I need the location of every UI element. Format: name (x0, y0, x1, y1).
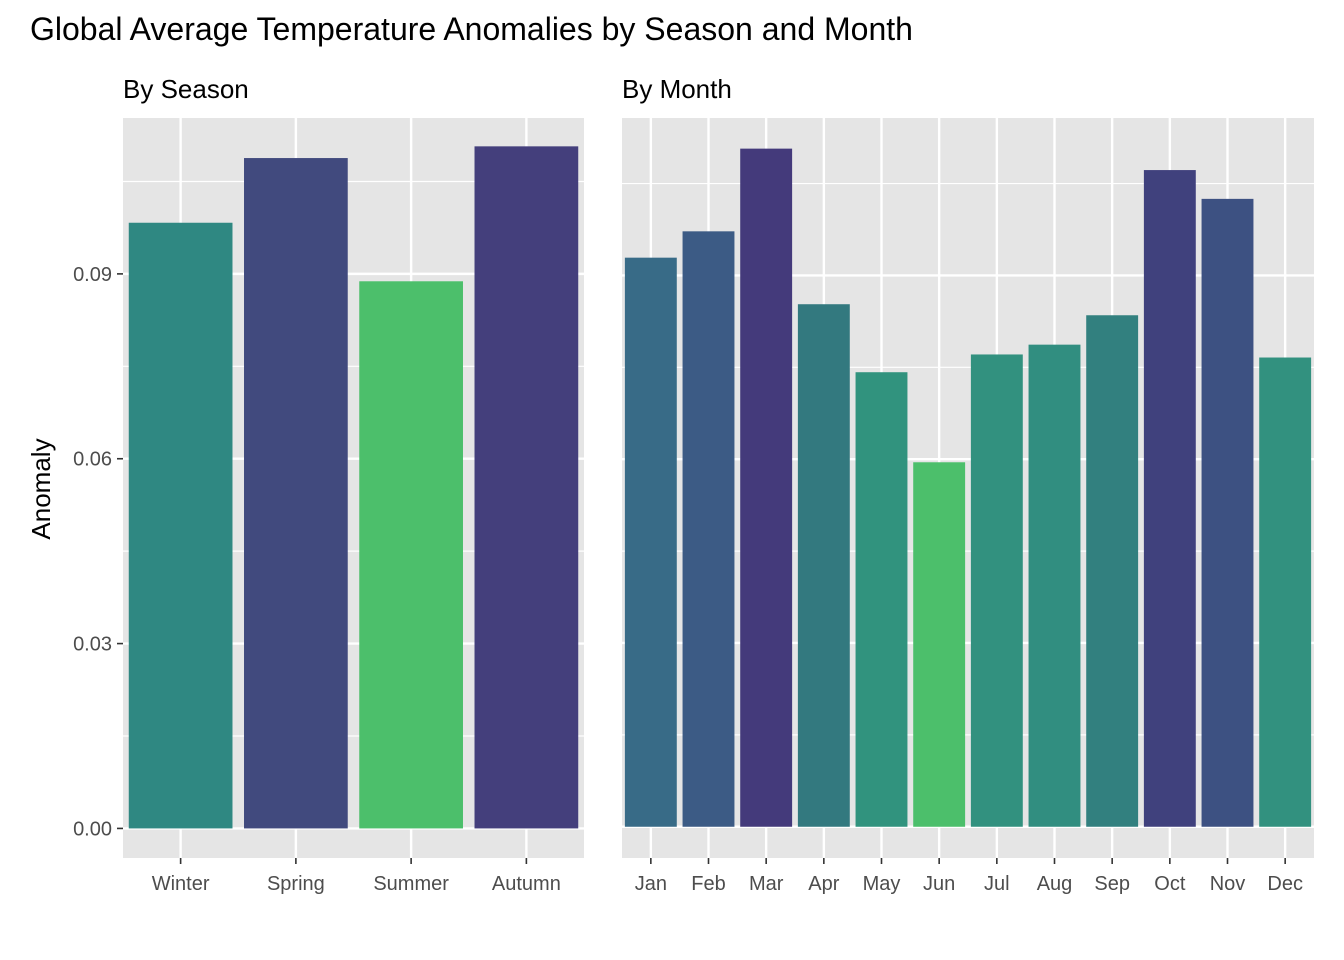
bar-winter (128, 222, 233, 829)
bar-jan (624, 257, 677, 827)
x-tick-label: Aug (1037, 873, 1073, 895)
panel-by-season: By Season Winter Spring Summer Autumn 0.00 0.0… (73, 74, 584, 895)
x-tick-label: Jun (923, 873, 955, 895)
bar-apr (797, 304, 850, 827)
bar-sep (1086, 315, 1139, 827)
x-tick-label: Autumn (492, 873, 561, 895)
bar-spring (244, 158, 348, 829)
x-tick-label: Summer (373, 873, 449, 895)
x-tick-label: Jan (635, 873, 667, 895)
bar-jun (913, 462, 966, 827)
x-tick-label: Sep (1094, 873, 1130, 895)
x-tick-label: Apr (808, 873, 839, 895)
bar-summer (359, 281, 463, 829)
x-tick-label: May (863, 873, 901, 895)
panel-subtitle: By Season (123, 74, 249, 104)
panel-by-month: By Month Jan Feb Mar Apr May Jun Jul Aug Sep Oct No… (622, 74, 1314, 895)
bar-feb (682, 231, 735, 827)
x-tick-label: Spring (267, 873, 325, 895)
bar-jul (970, 354, 1023, 827)
y-tick-label: 0.06 (73, 449, 112, 471)
bar-oct (1143, 170, 1196, 827)
y-tick-label: 0.00 (73, 818, 112, 840)
bar-nov (1201, 198, 1254, 827)
x-tick-label: Winter (152, 873, 210, 895)
x-tick-label: Jul (984, 873, 1010, 895)
x-tick-label: Dec (1267, 873, 1303, 895)
x-tick-label: Feb (691, 873, 725, 895)
y-tick-label: 0.03 (73, 634, 112, 656)
bar-autumn (474, 146, 579, 829)
y-tick-label: 0.09 (73, 264, 112, 286)
x-tick-label: Oct (1154, 873, 1186, 895)
bar-may (855, 372, 908, 827)
y-axis-label: Anomaly (26, 438, 56, 539)
x-tick-label: Nov (1210, 873, 1246, 895)
chart-title: Global Average Temperature Anomalies by … (30, 11, 913, 47)
bar-aug (1028, 344, 1081, 827)
x-tick-label: Mar (749, 873, 784, 895)
panel-subtitle: By Month (622, 74, 732, 104)
panels: By Season Winter Spring Summer Autumn 0.00 0.0… (73, 74, 1314, 895)
bar-dec (1259, 357, 1312, 827)
bar-mar (740, 148, 793, 827)
